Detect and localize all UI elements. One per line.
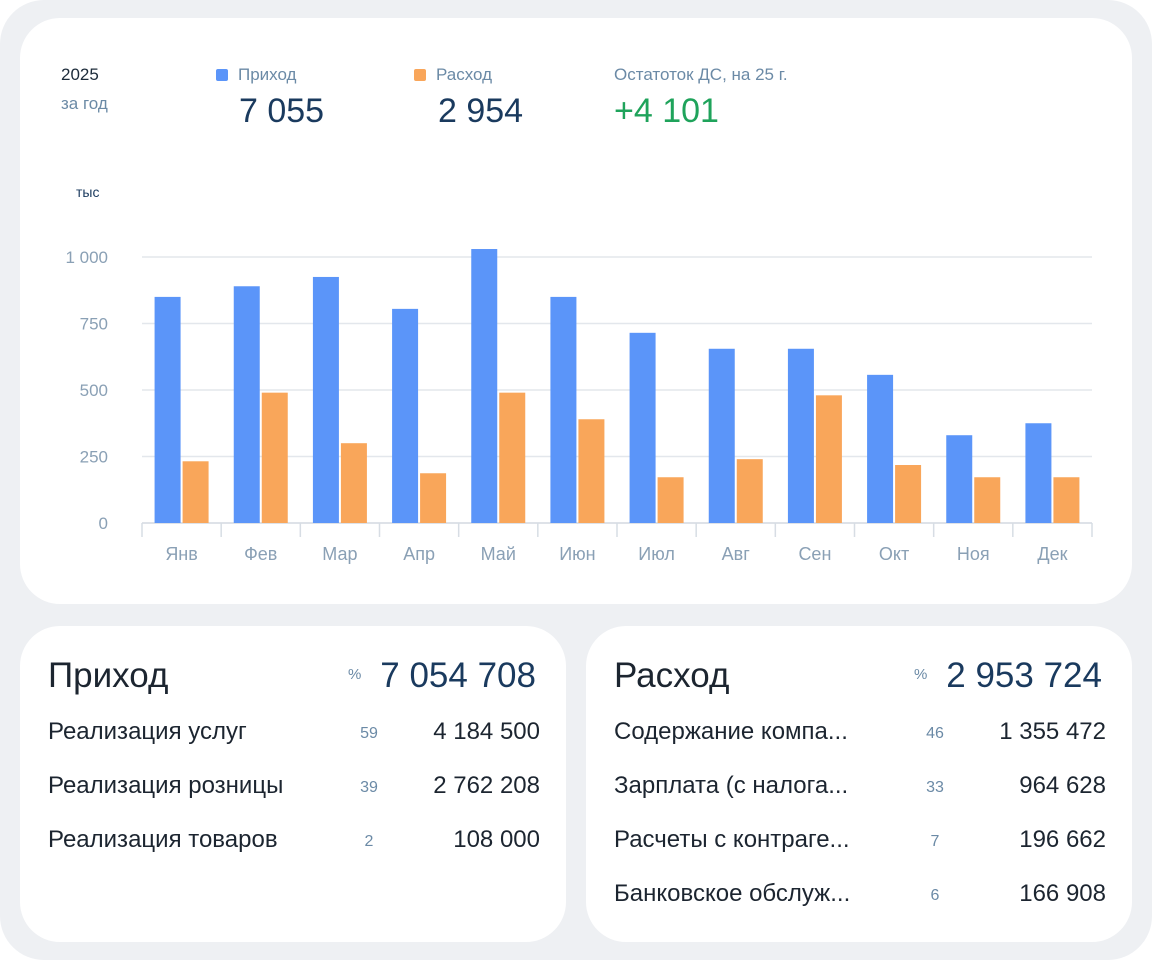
income-bar (550, 296, 577, 523)
expense-bar (974, 477, 1001, 523)
x-tick-label: Ноя (957, 544, 990, 564)
income-panel: Приход % 7 054 708 Реализация услуг 59 4 1… (20, 626, 566, 942)
income-row-percent: 59 (360, 725, 378, 742)
income-bar (1025, 423, 1052, 523)
expense-row-value: 1 355 472 (999, 718, 1106, 745)
income-bar (946, 435, 973, 523)
expense-bar (657, 477, 684, 523)
y-tick-label: 500 (80, 381, 108, 400)
summary-card: 2025 за год Приход 7 055 Расход 2 954 Ос… (20, 18, 1132, 604)
balance-value: +4 101 (614, 92, 719, 130)
expense-legend-label: Расход (436, 65, 493, 84)
expense-panel-title: Расход (614, 656, 730, 695)
income-legend: Приход (216, 65, 296, 85)
expense-bar (182, 461, 209, 523)
income-legend-swatch (216, 69, 228, 81)
balance-label: Остатоток ДС, на 25 г. (614, 65, 788, 84)
expense-bar (340, 443, 367, 523)
income-row-label: Реализация услуг (48, 718, 247, 745)
income-bar (312, 276, 339, 523)
expense-row[interactable]: Банковское обслуж... 6 166 908 (614, 880, 1106, 914)
expense-row-value: 964 628 (1019, 772, 1106, 799)
income-panel-total: 7 054 708 (380, 656, 536, 695)
income-row-value: 108 000 (453, 826, 540, 853)
expense-bar (736, 459, 763, 523)
income-panel-title: Приход (48, 656, 169, 695)
income-row-label: Реализация товаров (48, 826, 278, 853)
y-tick-label: 750 (80, 315, 108, 334)
expense-row-percent: 6 (930, 887, 940, 904)
expense-legend-swatch (414, 69, 426, 81)
period-label[interactable]: за год (61, 94, 108, 113)
income-row[interactable]: Реализация розницы 39 2 762 208 (48, 772, 540, 806)
expense-bar (895, 465, 922, 523)
income-bar (867, 374, 894, 523)
expense-bar (420, 473, 447, 523)
x-tick-label: Фев (244, 544, 277, 564)
expense-row-label: Содержание компа... (614, 718, 848, 745)
x-tick-label: Дек (1037, 544, 1067, 564)
income-row-value: 4 184 500 (433, 718, 540, 745)
expense-row-label: Расчеты с контраге... (614, 826, 850, 853)
expense-bar (578, 419, 605, 523)
x-tick-label: Май (481, 544, 516, 564)
income-row[interactable]: Реализация товаров 2 108 000 (48, 826, 540, 860)
expense-row-percent: 7 (930, 833, 940, 850)
income-legend-label: Приход (238, 65, 297, 84)
y-tick-label: 0 (99, 514, 108, 533)
income-row[interactable]: Реализация услуг 59 4 184 500 (48, 718, 540, 752)
expense-bar (261, 392, 288, 523)
expense-row[interactable]: Зарплата (с налога... 33 964 628 (614, 772, 1106, 806)
expense-legend: Расход (414, 65, 492, 85)
percent-toggle-icon[interactable]: % (914, 666, 928, 683)
x-tick-label: Июл (638, 544, 675, 564)
income-row-percent: 2 (364, 833, 374, 850)
expense-row-percent: 33 (926, 779, 944, 796)
income-row-label: Реализация розницы (48, 772, 284, 799)
x-tick-label: Окт (879, 544, 909, 564)
x-tick-label: Авг (722, 544, 751, 564)
x-tick-label: Июн (559, 544, 595, 564)
x-tick-label: Сен (798, 544, 831, 564)
income-row-percent: 39 (360, 779, 378, 796)
income-bar (787, 348, 814, 523)
expense-total: 2 954 (438, 92, 524, 130)
expense-row-percent: 46 (926, 725, 944, 742)
bar-chart: 0 250 500 750 1 000 Янв Фев Мар Апр Май Июн Июл Авг С… (65, 248, 1093, 564)
income-bar (233, 286, 260, 523)
x-tick-label: Апр (403, 544, 435, 564)
income-bar (629, 332, 656, 523)
income-bar (154, 296, 181, 523)
expense-row-value: 196 662 (1019, 826, 1106, 853)
expense-bar (815, 395, 842, 523)
expense-row-value: 166 908 (1019, 880, 1106, 907)
x-tick-label: Янв (165, 544, 198, 564)
expense-panel: Расход % 2 953 724 Содержание компа... 46… (586, 626, 1132, 942)
expense-row-label: Зарплата (с налога... (614, 772, 849, 799)
expense-row-label: Банковское обслуж... (614, 880, 851, 907)
income-total: 7 055 (239, 92, 325, 130)
x-tick-label: Мар (322, 544, 357, 564)
income-bar (392, 308, 419, 523)
expense-panel-total: 2 953 724 (946, 656, 1102, 695)
income-bar (708, 348, 735, 523)
expense-bar (1053, 477, 1080, 523)
y-axis-unit: тыс (76, 184, 100, 200)
income-bar (471, 249, 498, 523)
y-tick-label: 250 (80, 448, 108, 467)
expense-bar (499, 392, 526, 523)
y-tick-label: 1 000 (65, 248, 108, 267)
expense-row[interactable]: Содержание компа... 46 1 355 472 (614, 718, 1106, 752)
expense-row[interactable]: Расчеты с контраге... 7 196 662 (614, 826, 1106, 860)
income-row-value: 2 762 208 (433, 772, 540, 799)
percent-toggle-icon[interactable]: % (348, 666, 362, 683)
period-year[interactable]: 2025 (61, 65, 99, 84)
